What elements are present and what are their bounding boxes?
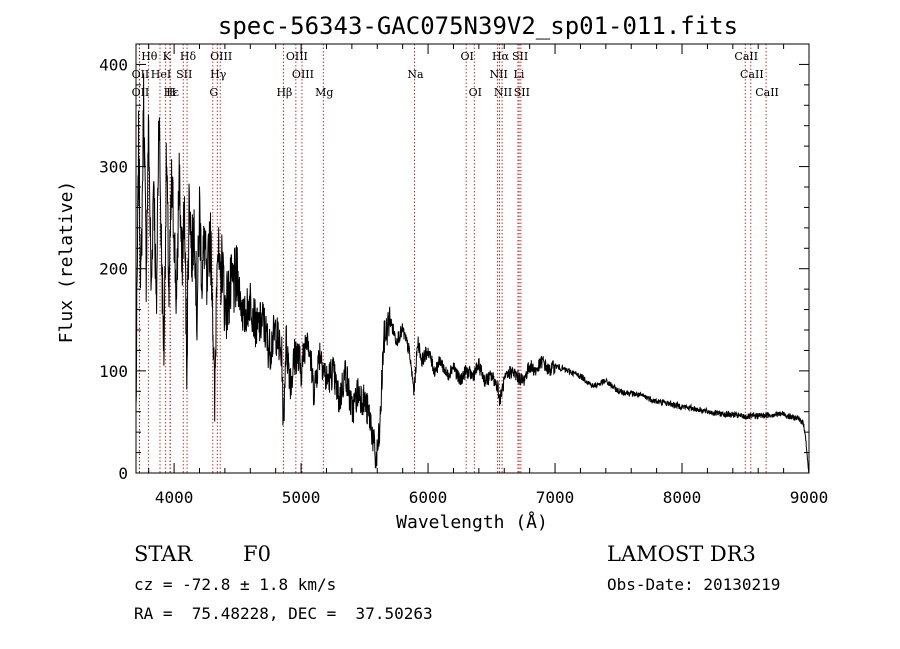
line-marker-label: SII <box>176 68 192 81</box>
line-marker-label: SII <box>514 86 530 99</box>
y-axis-label: Flux (relative) <box>56 181 77 344</box>
line-marker-label: H <box>166 86 176 99</box>
y-axis-ticks: 0 100 200 300 400 <box>99 43 809 483</box>
line-marker-label: OIII <box>286 50 308 63</box>
y-tick-label: 100 <box>99 362 128 381</box>
x-tick-label: 6000 <box>409 488 448 507</box>
line-marker-label: Hγ <box>210 68 227 81</box>
line-marker-label: OII <box>132 86 150 99</box>
x-tick-label: 7000 <box>536 488 575 507</box>
line-marker-label: Mg <box>315 86 333 99</box>
object-type: STAR <box>134 542 193 566</box>
line-marker-label: OI <box>460 50 473 63</box>
chart-title: spec-56343-GAC075N39V2_sp01-011.fits <box>218 12 738 40</box>
line-marker-label: Hδ <box>180 50 197 63</box>
line-marker-label: NII <box>494 86 512 99</box>
line-marker-label: Li <box>514 68 525 81</box>
line-marker-label: Hβ <box>276 86 292 99</box>
line-marker-label: OII <box>132 68 150 81</box>
line-marker-label: Hε <box>164 86 180 99</box>
line-marker-label: CaII <box>755 86 779 99</box>
line-marker-label: Na <box>407 68 424 81</box>
x-tick-label: 8000 <box>663 488 702 507</box>
line-marker-label: CaII <box>734 50 758 63</box>
x-tick-label: 9000 <box>790 488 829 507</box>
y-tick-label: 200 <box>99 260 128 279</box>
y-tick-label: 0 <box>118 464 128 483</box>
line-marker-label: OIII <box>210 50 232 63</box>
line-marker-label: Hθ <box>141 50 158 63</box>
obs-date: Obs-Date: 20130219 <box>607 575 780 594</box>
line-marker-label: NII <box>489 68 507 81</box>
x-tick-label: 5000 <box>282 488 321 507</box>
line-marker-label: G <box>209 86 218 99</box>
ra-dec: RA = 75.48228, DEC = 37.50263 <box>134 604 433 623</box>
spectrum-line <box>135 73 810 474</box>
line-marker-label: Hα <box>492 50 510 63</box>
line-markers <box>139 44 767 473</box>
line-marker-label: OI <box>469 86 482 99</box>
line-marker-label: SII <box>512 50 528 63</box>
x-tick-label: 4000 <box>155 488 194 507</box>
line-marker-label: OIII <box>292 68 314 81</box>
line-marker-label: CaII <box>740 68 764 81</box>
x-axis-ticks: 4000 5000 6000 7000 8000 9000 <box>148 44 829 507</box>
y-tick-label: 300 <box>99 158 128 177</box>
line-marker-label: HeI <box>151 68 171 81</box>
x-axis-label: Wavelength (Å) <box>396 511 548 533</box>
y-tick-label: 400 <box>99 55 128 74</box>
survey-name: LAMOST DR3 <box>607 542 756 566</box>
plot-frame <box>135 43 810 474</box>
spectral-class: F0 <box>243 542 271 566</box>
line-marker-label: K <box>163 50 172 63</box>
cz-value: cz = -72.8 ± 1.8 km/s <box>134 575 336 594</box>
